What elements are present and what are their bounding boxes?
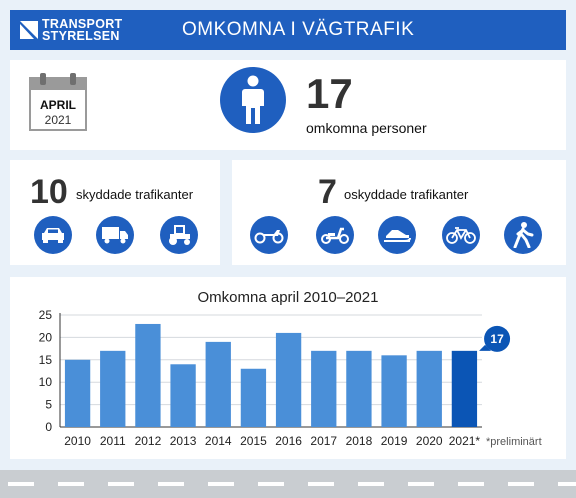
x-tick-label: 2013: [170, 434, 197, 448]
unprotected-count: 7: [318, 173, 337, 211]
bar: [311, 350, 337, 427]
road-dash: [8, 482, 34, 486]
bar: [64, 359, 91, 427]
logo-mark-icon: [20, 21, 38, 39]
page-title: OMKOMNA I VÄGTRAFIK: [182, 19, 415, 40]
x-tick-label: 2015: [240, 434, 267, 448]
road-dash: [458, 482, 484, 486]
callout-bubble: [484, 325, 511, 352]
road-dash: [558, 482, 576, 486]
logo-line1: TRANSPORT: [42, 17, 123, 31]
total-card: APRIL 2021 17 omkomna personer: [10, 60, 566, 150]
road-dash: [508, 482, 534, 486]
total-count: 17: [306, 70, 353, 117]
logo-line2: STYRELSEN: [42, 29, 120, 43]
header-bar: TRANSPORT STYRELSEN OMKOMNA I VÄGTRAFIK: [10, 10, 566, 50]
bar: [381, 355, 407, 427]
x-tick-label: 2017: [310, 434, 337, 448]
y-tick-label: 10: [39, 375, 53, 389]
callout-value: 17: [490, 332, 504, 346]
y-tick-label: 25: [39, 308, 53, 322]
road-dash: [408, 482, 434, 486]
protected-card: 10 skyddade trafikanter: [10, 160, 220, 265]
road-dash: [108, 482, 134, 486]
calendar-icon: APRIL 2021: [28, 72, 88, 132]
road-decoration: [0, 470, 576, 498]
pedestrian-icon: [504, 216, 542, 254]
bar: [240, 368, 267, 427]
total-label: omkomna personer: [306, 120, 427, 136]
callout-pointer: [479, 344, 492, 351]
x-tick-label: 2016: [275, 434, 302, 448]
motorcycle-icon: [250, 216, 288, 254]
protected-label: skyddade trafikanter: [76, 187, 194, 202]
bar: [416, 350, 442, 427]
road-dash: [358, 482, 384, 486]
protected-count: 10: [30, 173, 68, 211]
y-tick-label: 15: [39, 353, 53, 367]
bar-chart: 0 5 10 15 20 25 2010 2011 2012 2013 2014 2015 2016 20…: [39, 308, 542, 448]
road-dash: [58, 482, 84, 486]
x-tick-label: 2010: [64, 434, 91, 448]
road-dash: [308, 482, 334, 486]
road-dash: [208, 482, 234, 486]
bar: [170, 364, 196, 427]
x-tick-label: 2012: [135, 434, 162, 448]
chart-title: Omkomna april 2010–2021: [197, 289, 379, 306]
car-icon: [34, 216, 72, 254]
y-tick-label: 20: [39, 330, 53, 344]
moped-icon: [316, 216, 354, 254]
x-tick-label: 2019: [381, 434, 408, 448]
transportstyrelsen-logo: TRANSPORT STYRELSEN: [10, 18, 170, 42]
x-tick-label: 2011: [100, 434, 126, 448]
y-tick-label: 0: [45, 420, 52, 434]
bar: [100, 350, 126, 427]
bar: [205, 341, 231, 427]
x-tick-label: 2021*: [449, 434, 481, 448]
snowmobile-icon: [378, 216, 416, 254]
road-dash: [258, 482, 284, 486]
x-tick-label: 2014: [205, 434, 232, 448]
bar: [275, 332, 302, 427]
preliminary-note: *preliminärt: [486, 436, 542, 448]
chart-card: Omkomna april 2010–2021 0 5 10 15 20 25 2010 20…: [10, 277, 566, 459]
bar: [451, 350, 478, 427]
truck-icon: [96, 216, 134, 254]
x-tick-label: 2018: [346, 434, 373, 448]
calendar-year: 2021: [44, 113, 72, 127]
bar: [135, 323, 161, 427]
x-tick-label: 2020: [416, 434, 443, 448]
unprotected-card: 7 oskyddade trafikanter: [232, 160, 566, 265]
road-dash: [158, 482, 184, 486]
bar: [346, 350, 372, 427]
unprotected-label: oskyddade trafikanter: [344, 187, 469, 202]
bicycle-icon: [442, 216, 480, 254]
tractor-icon: [160, 216, 198, 254]
person-icon: [220, 67, 286, 133]
calendar-month: APRIL: [40, 98, 76, 112]
y-tick-label: 5: [45, 398, 52, 412]
